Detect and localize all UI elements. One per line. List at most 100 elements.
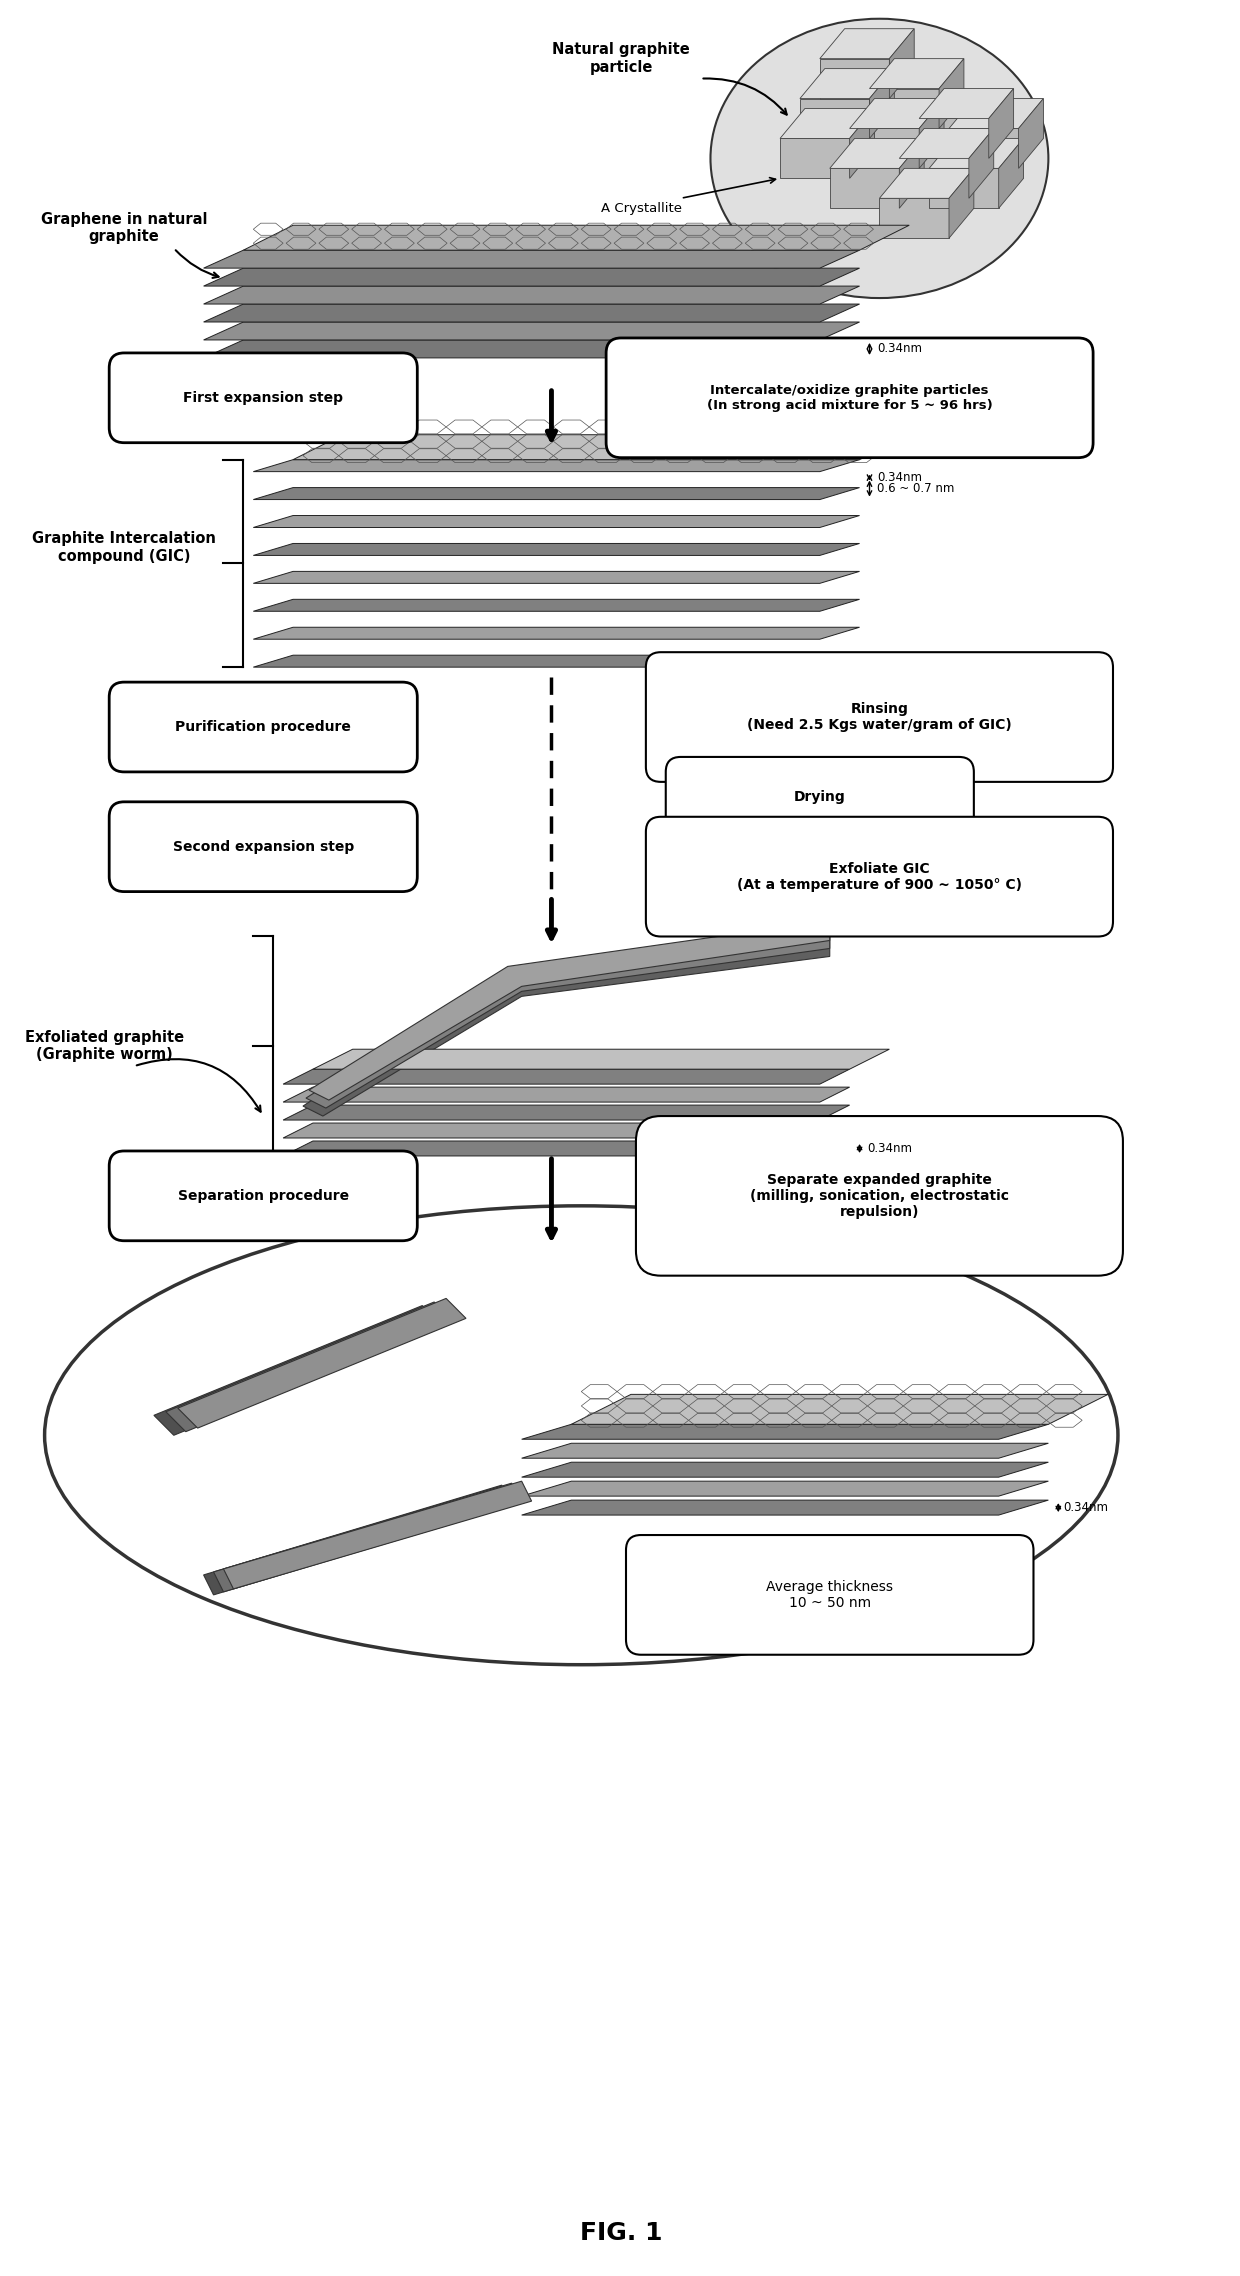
Polygon shape — [203, 305, 859, 321]
Text: First expansion step: First expansion step — [184, 391, 343, 405]
Polygon shape — [899, 159, 968, 198]
Polygon shape — [283, 1106, 849, 1120]
Polygon shape — [968, 127, 993, 198]
Polygon shape — [177, 1297, 466, 1427]
Polygon shape — [998, 139, 1023, 209]
Polygon shape — [869, 89, 939, 127]
Text: Intercalate/oxidize graphite particles
(In strong acid mixture for 5 ~ 96 hrs): Intercalate/oxidize graphite particles (… — [707, 385, 992, 412]
Polygon shape — [213, 1484, 522, 1591]
FancyBboxPatch shape — [109, 683, 418, 772]
Text: Separation procedure: Separation procedure — [177, 1188, 348, 1202]
Polygon shape — [253, 517, 859, 528]
Polygon shape — [253, 544, 859, 555]
Polygon shape — [303, 935, 830, 1115]
Polygon shape — [929, 168, 998, 209]
Polygon shape — [889, 30, 914, 98]
Polygon shape — [849, 127, 919, 168]
Polygon shape — [243, 225, 909, 250]
Polygon shape — [899, 127, 993, 159]
Polygon shape — [869, 68, 894, 139]
Text: Purification procedure: Purification procedure — [175, 719, 351, 733]
FancyBboxPatch shape — [626, 1534, 1033, 1655]
Polygon shape — [800, 98, 869, 139]
Text: FIG. 1: FIG. 1 — [580, 2221, 662, 2246]
Polygon shape — [1018, 98, 1043, 168]
Polygon shape — [203, 321, 859, 339]
Polygon shape — [879, 198, 949, 239]
Polygon shape — [522, 1443, 1048, 1459]
Polygon shape — [253, 571, 859, 583]
Ellipse shape — [711, 18, 1048, 298]
Polygon shape — [306, 929, 830, 1108]
Polygon shape — [919, 118, 988, 159]
Polygon shape — [283, 1088, 849, 1102]
FancyBboxPatch shape — [109, 353, 418, 444]
Text: 0.34nm: 0.34nm — [1063, 1502, 1109, 1514]
Text: A Crystallite: A Crystallite — [601, 203, 682, 214]
Text: Second expansion step: Second expansion step — [172, 840, 353, 854]
Polygon shape — [283, 1122, 849, 1138]
Polygon shape — [522, 1461, 1048, 1477]
Polygon shape — [154, 1306, 443, 1436]
Polygon shape — [939, 59, 963, 127]
Polygon shape — [522, 1500, 1048, 1516]
Text: Exfoliate GIC
(At a temperature of 900 ~ 1050° C): Exfoliate GIC (At a temperature of 900 ~… — [737, 863, 1022, 892]
Text: Rinsing
(Need 2.5 Kgs water/gram of GIC): Rinsing (Need 2.5 Kgs water/gram of GIC) — [746, 701, 1012, 733]
Polygon shape — [253, 599, 859, 612]
Polygon shape — [780, 139, 849, 178]
Polygon shape — [949, 98, 1043, 127]
Polygon shape — [203, 287, 859, 305]
Polygon shape — [253, 460, 859, 471]
Polygon shape — [820, 59, 889, 98]
Polygon shape — [312, 1049, 889, 1070]
FancyBboxPatch shape — [606, 337, 1094, 457]
Polygon shape — [879, 168, 973, 198]
Text: Drying: Drying — [794, 790, 846, 803]
Polygon shape — [849, 98, 944, 127]
Polygon shape — [203, 250, 859, 269]
Polygon shape — [283, 1070, 849, 1083]
Polygon shape — [849, 109, 874, 178]
Polygon shape — [203, 269, 859, 287]
Polygon shape — [949, 127, 1018, 168]
Polygon shape — [223, 1482, 532, 1589]
Polygon shape — [293, 435, 909, 460]
Polygon shape — [899, 139, 924, 209]
FancyBboxPatch shape — [646, 653, 1114, 783]
FancyBboxPatch shape — [646, 817, 1114, 935]
Polygon shape — [830, 168, 899, 209]
Polygon shape — [283, 1140, 849, 1156]
FancyBboxPatch shape — [666, 758, 973, 838]
Polygon shape — [780, 109, 874, 139]
Polygon shape — [869, 59, 963, 89]
Polygon shape — [919, 89, 1013, 118]
Polygon shape — [253, 487, 859, 498]
Text: Average thickness
10 ~ 50 nm: Average thickness 10 ~ 50 nm — [766, 1580, 893, 1609]
Polygon shape — [830, 139, 924, 168]
Polygon shape — [253, 628, 859, 640]
Polygon shape — [949, 168, 973, 239]
Polygon shape — [522, 1425, 1048, 1438]
FancyBboxPatch shape — [636, 1115, 1123, 1275]
Text: Natural graphite
particle: Natural graphite particle — [552, 43, 689, 75]
Ellipse shape — [45, 1206, 1118, 1664]
Polygon shape — [988, 89, 1013, 159]
Polygon shape — [929, 139, 1023, 168]
Polygon shape — [203, 339, 859, 357]
Text: Exfoliated graphite
(Graphite worm): Exfoliated graphite (Graphite worm) — [25, 1031, 184, 1063]
Text: 0.34nm: 0.34nm — [868, 1143, 913, 1154]
Polygon shape — [572, 1395, 1109, 1425]
Text: 0.34nm: 0.34nm — [878, 471, 923, 485]
Polygon shape — [919, 98, 944, 168]
Polygon shape — [820, 30, 914, 59]
Text: 0.34nm: 0.34nm — [878, 341, 923, 355]
Polygon shape — [309, 920, 830, 1099]
Polygon shape — [253, 655, 859, 667]
FancyBboxPatch shape — [109, 801, 418, 892]
Polygon shape — [522, 1482, 1048, 1495]
FancyBboxPatch shape — [109, 1152, 418, 1240]
Polygon shape — [800, 68, 894, 98]
Text: 0.6 ~ 0.7 nm: 0.6 ~ 0.7 nm — [878, 483, 955, 496]
Text: Graphene in natural
graphite: Graphene in natural graphite — [41, 212, 207, 244]
Polygon shape — [203, 1486, 512, 1595]
